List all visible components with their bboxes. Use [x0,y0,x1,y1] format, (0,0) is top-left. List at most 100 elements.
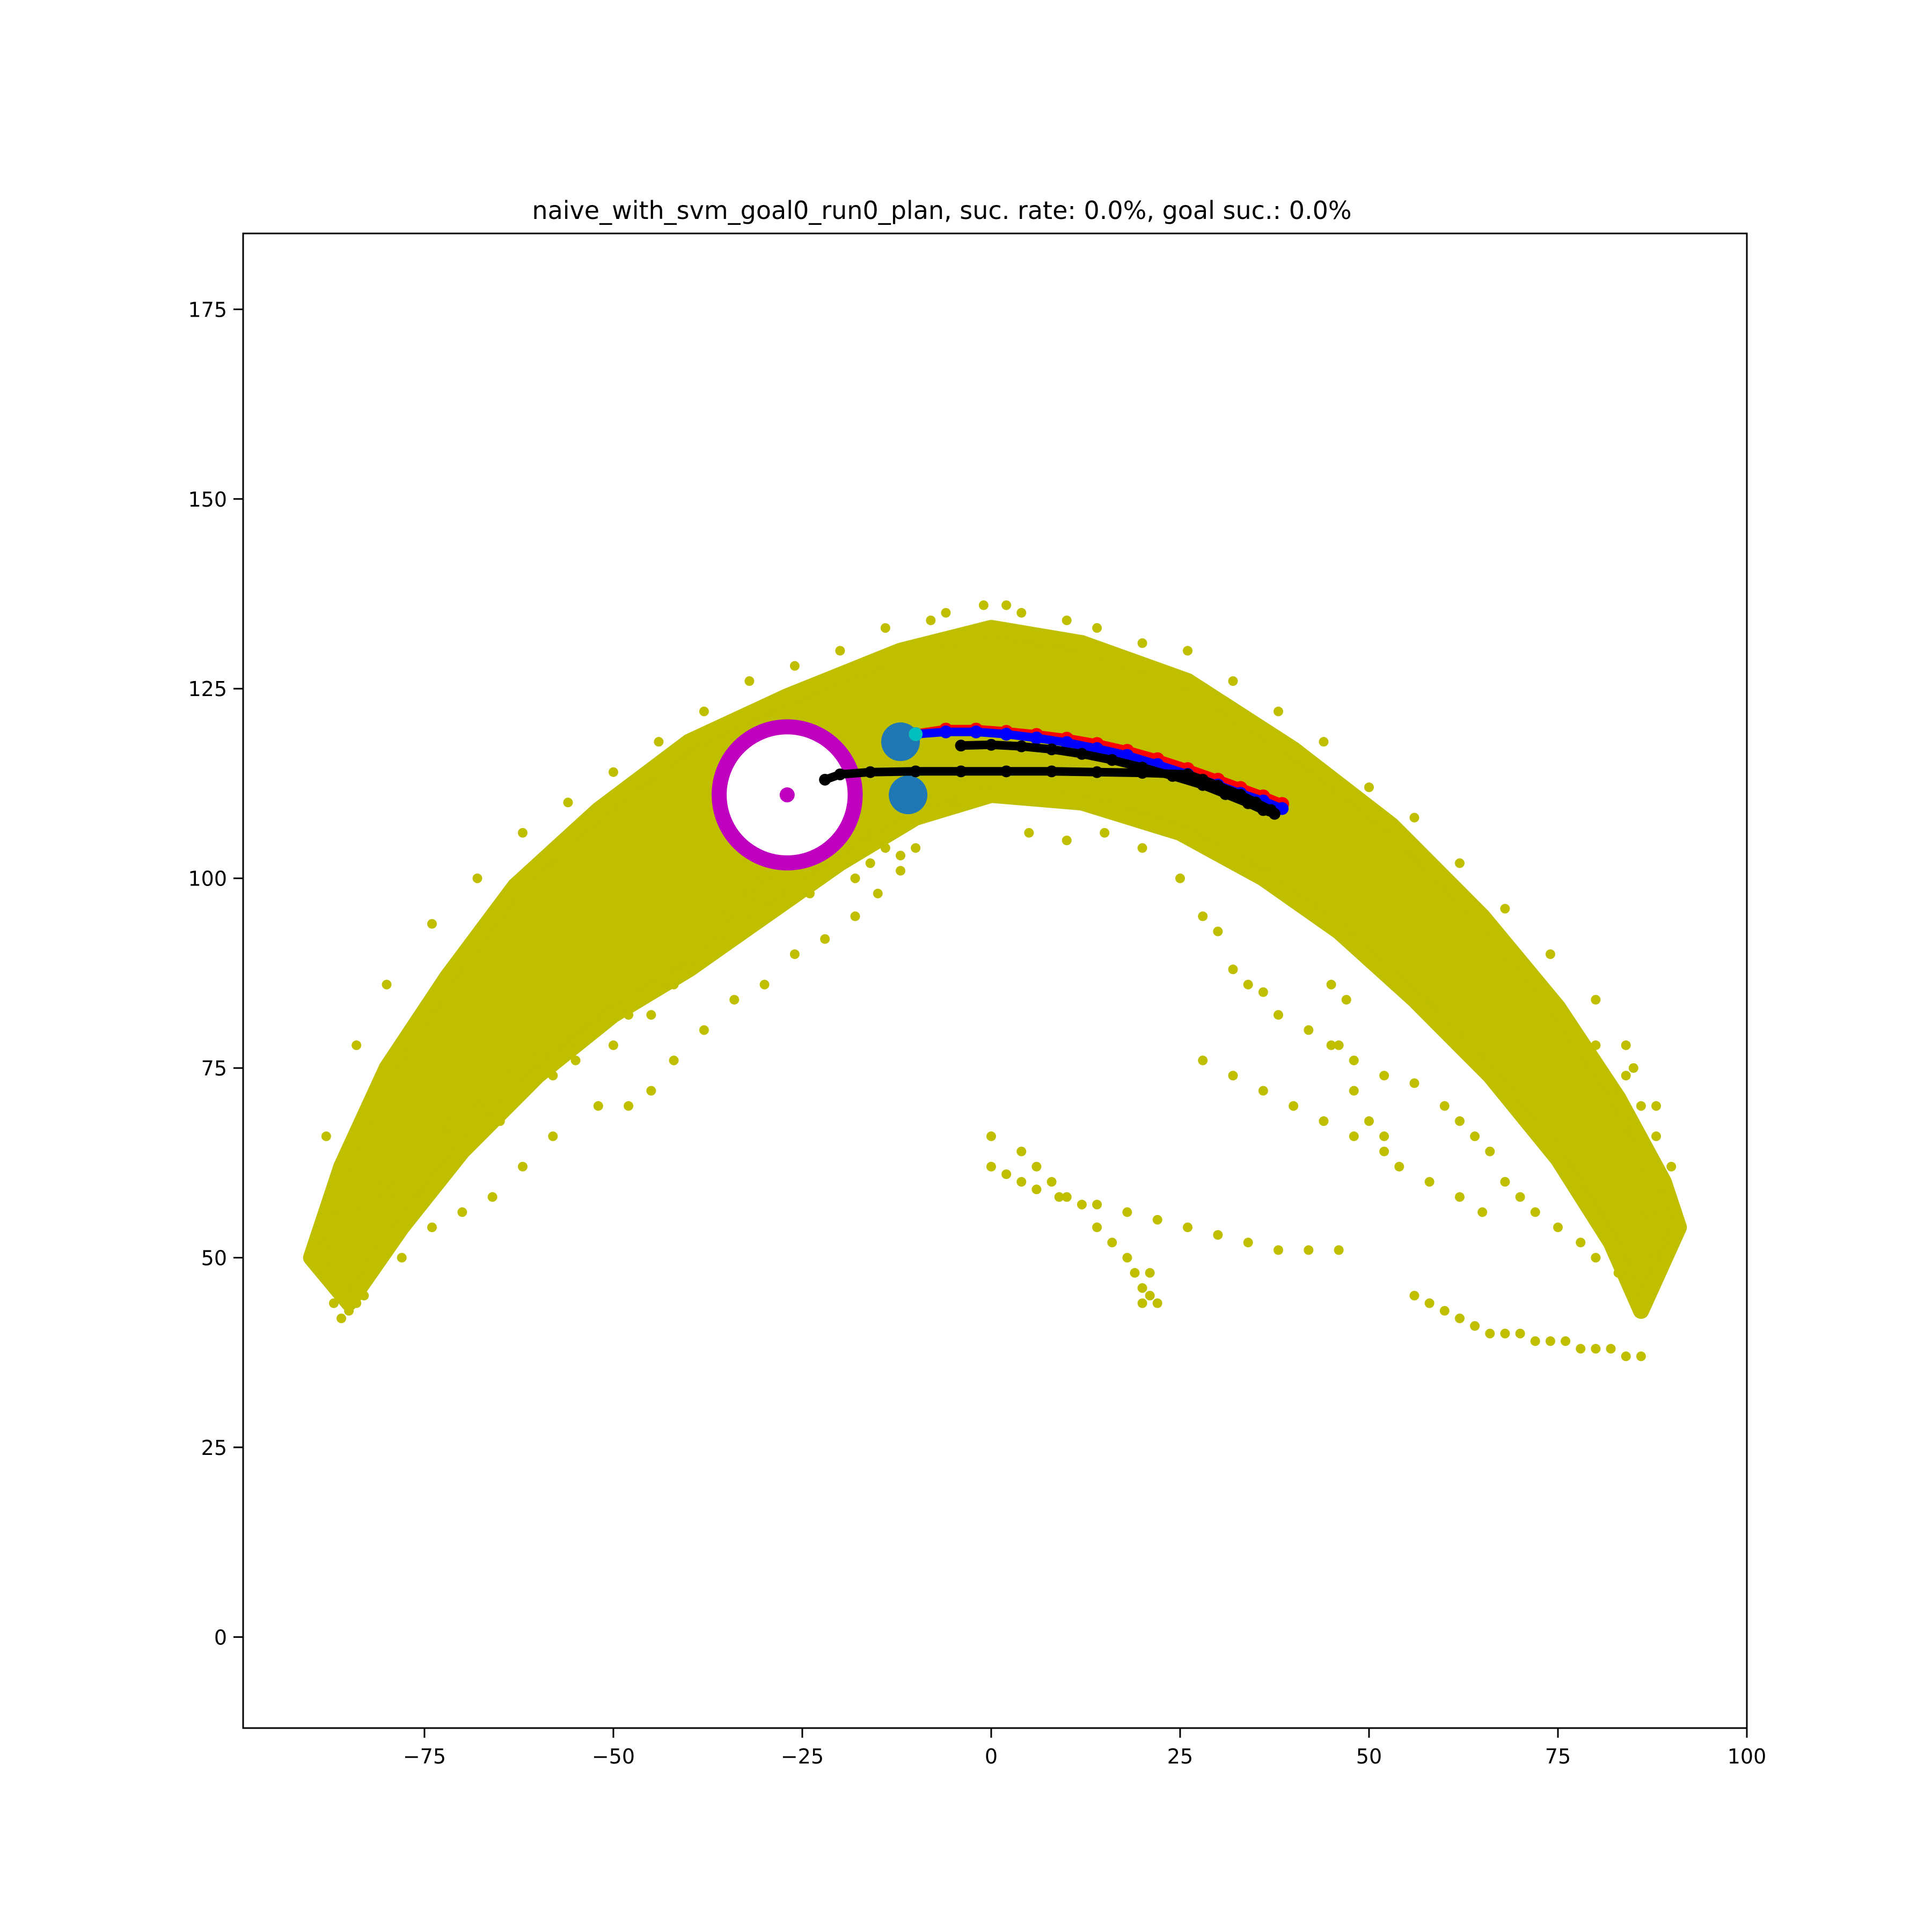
sample-point [1500,1177,1510,1187]
x-tick-label: −75 [403,1745,446,1768]
sample-point [699,706,709,716]
sample-point [1500,904,1510,914]
sample-point [1031,1184,1042,1195]
sample-point [1349,1055,1359,1065]
y-tick-label: 150 [188,488,227,511]
sample-point [1137,638,1147,648]
sample-point [1304,1025,1314,1035]
sample-point [1152,1214,1162,1225]
sample-point [911,813,921,823]
sample-point [1470,1131,1480,1141]
sample-point [1016,608,1027,618]
sample-point [850,873,860,883]
sample-point [1137,1283,1147,1293]
sample-point [820,934,830,944]
sample-point [880,843,890,853]
sample-point [608,767,618,777]
black-path-upper-point [985,738,997,751]
sample-point [1319,1116,1329,1126]
sample-point [563,1040,573,1050]
sample-point [367,1268,377,1278]
black-path-lower-point [910,765,922,778]
black-path-lower-point [1197,773,1209,786]
sample-point [1122,1253,1132,1263]
sample-point [1274,1245,1284,1255]
black-path-upper-point [1106,754,1118,766]
sample-point [548,1131,558,1141]
sample-point [472,873,482,883]
blue-path-point [1091,742,1104,755]
sample-point [1243,1238,1253,1248]
sample-point [654,737,664,747]
sample-point [1341,994,1351,1005]
sample-point [835,646,845,656]
y-axis: 0 25 50 75 100 125 150 175 [188,298,243,1649]
x-tick-label: 100 [1728,1745,1767,1768]
sample-point [352,1040,362,1050]
black-path-upper-point [955,740,967,752]
y-tick-label: 100 [188,867,227,891]
sample-point [321,1131,331,1141]
sample-point [978,600,989,610]
sample-point [1334,1040,1344,1050]
plot-area [303,600,1687,1362]
sample-point [1198,911,1208,921]
sample-point [502,1071,513,1081]
sample-point [1054,1192,1064,1202]
black-path-lower-point [1045,765,1058,778]
sample-point [1591,1253,1601,1263]
sample-point [427,1222,437,1232]
sample-point [624,1101,634,1111]
sample-point [1379,1131,1389,1141]
sample-point [593,1025,603,1035]
black-path-lower-point [1182,768,1194,780]
sample-point [699,1025,709,1035]
sample-point [1130,1268,1140,1278]
sample-point [1304,1245,1314,1255]
sample-point [1062,1192,1072,1202]
sample-point [1031,1161,1042,1172]
sample-point [1183,646,1193,656]
sample-point [986,1131,996,1141]
black-path-lower-point [1091,766,1103,778]
sample-point [1016,1177,1027,1187]
sample-point [911,843,921,853]
x-tick-label: 50 [1356,1745,1382,1768]
sample-point [1409,813,1419,823]
sample-point [1122,1207,1132,1217]
black-path-upper-point [1075,748,1088,760]
sample-point [744,888,755,898]
sample-point [1485,1146,1495,1157]
sample-point [570,1055,581,1065]
sample-point [1213,1230,1223,1240]
sample-point [948,797,958,808]
sample-point [1621,1071,1631,1081]
sample-point [412,1146,422,1157]
sample-point [1349,1086,1359,1096]
sample-point [789,949,800,960]
black-path-lower-point [819,773,831,786]
sample-point [412,1177,422,1187]
sample-point [926,615,936,625]
sample-point [1145,1268,1155,1278]
sample-point [1100,828,1110,838]
y-tick-label: 125 [188,677,227,701]
x-axis: −75 −50 −25 0 25 50 75 100 [403,1728,1766,1768]
sample-point [1258,1086,1268,1096]
sample-point [1530,1207,1540,1217]
sample-point [1092,623,1102,633]
sample-point [744,676,755,686]
sample-point [1545,1336,1555,1346]
sample-point [397,1253,407,1263]
sample-point [1326,1040,1336,1050]
sample-point [1454,1313,1465,1323]
sample-point [774,904,785,914]
sample-point [1651,1101,1662,1111]
black-path-lower-point [1264,804,1277,816]
blue-path-point [1060,736,1073,749]
sample-point [1454,1116,1465,1126]
sample-point [336,1313,347,1323]
sample-point [1062,615,1072,625]
sample-point [684,934,694,944]
